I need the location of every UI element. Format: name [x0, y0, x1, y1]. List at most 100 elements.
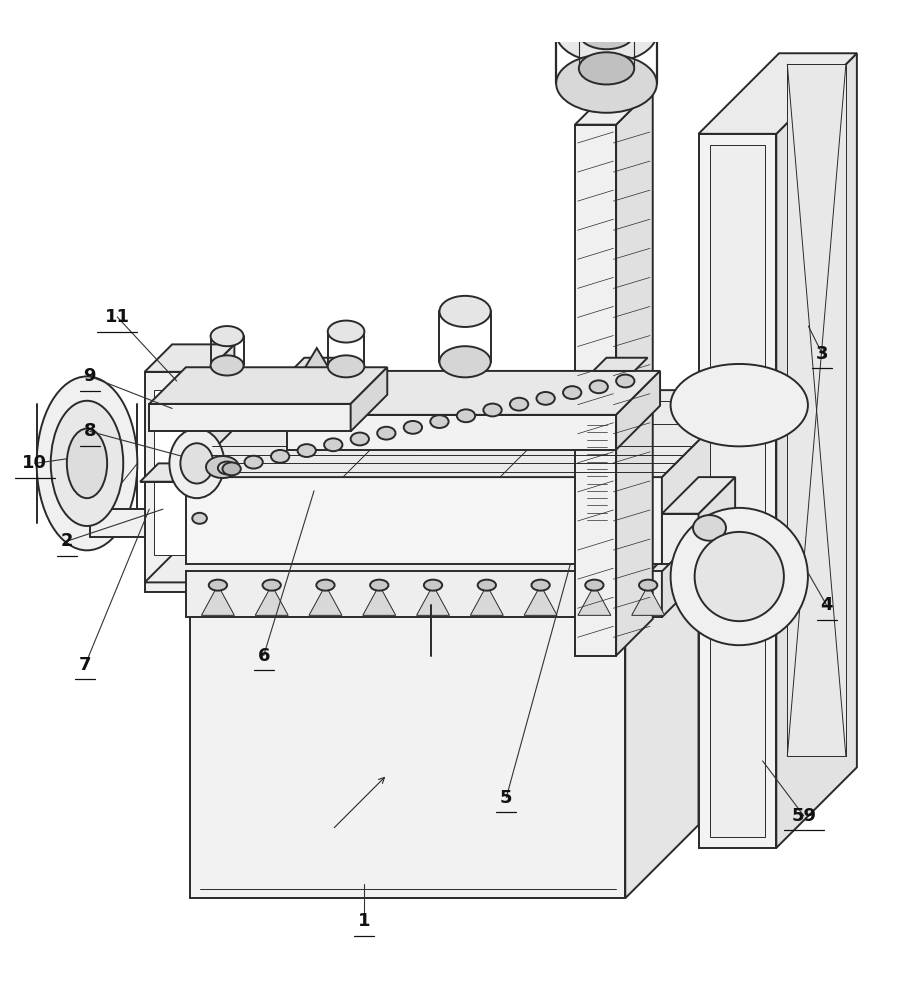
Polygon shape	[186, 390, 749, 477]
Polygon shape	[593, 358, 647, 371]
Polygon shape	[309, 585, 342, 615]
Ellipse shape	[211, 326, 243, 346]
Text: 10: 10	[22, 454, 47, 472]
Ellipse shape	[578, 52, 635, 84]
Ellipse shape	[328, 321, 365, 343]
Polygon shape	[431, 378, 448, 450]
Polygon shape	[305, 395, 321, 450]
Text: 1: 1	[358, 912, 370, 930]
Ellipse shape	[324, 438, 343, 451]
Polygon shape	[145, 344, 234, 372]
Polygon shape	[89, 509, 145, 537]
Polygon shape	[145, 372, 207, 592]
Polygon shape	[577, 585, 611, 615]
Polygon shape	[662, 390, 749, 564]
Polygon shape	[291, 358, 345, 371]
Ellipse shape	[457, 409, 475, 422]
Polygon shape	[202, 585, 234, 615]
Ellipse shape	[430, 415, 449, 428]
Ellipse shape	[439, 296, 491, 327]
Ellipse shape	[616, 375, 635, 387]
Polygon shape	[616, 371, 660, 450]
Ellipse shape	[169, 429, 225, 498]
Text: 59: 59	[791, 807, 816, 825]
Ellipse shape	[51, 401, 123, 526]
Polygon shape	[662, 519, 714, 617]
Ellipse shape	[297, 444, 316, 457]
Polygon shape	[524, 585, 557, 615]
Polygon shape	[709, 145, 765, 837]
Ellipse shape	[694, 532, 784, 621]
Ellipse shape	[271, 450, 289, 463]
Ellipse shape	[67, 429, 107, 498]
Polygon shape	[186, 571, 662, 617]
Ellipse shape	[484, 404, 502, 416]
Text: 3: 3	[816, 345, 828, 363]
Polygon shape	[303, 348, 331, 371]
Ellipse shape	[670, 508, 808, 645]
Ellipse shape	[209, 580, 227, 591]
Ellipse shape	[531, 580, 550, 591]
Polygon shape	[140, 463, 230, 482]
Polygon shape	[632, 585, 665, 615]
Polygon shape	[662, 514, 698, 564]
Polygon shape	[286, 371, 660, 415]
Text: 5: 5	[500, 789, 512, 807]
Ellipse shape	[262, 580, 281, 591]
Ellipse shape	[192, 513, 207, 524]
Polygon shape	[286, 415, 616, 450]
Polygon shape	[776, 53, 857, 848]
Ellipse shape	[223, 462, 240, 475]
Ellipse shape	[670, 364, 808, 446]
Ellipse shape	[556, 4, 657, 62]
Ellipse shape	[439, 346, 491, 377]
Ellipse shape	[370, 580, 389, 591]
Ellipse shape	[589, 380, 608, 393]
Ellipse shape	[556, 54, 657, 113]
Text: 4: 4	[821, 596, 833, 614]
Ellipse shape	[639, 580, 658, 591]
Ellipse shape	[244, 456, 262, 469]
Polygon shape	[154, 390, 198, 555]
Ellipse shape	[424, 580, 442, 591]
Ellipse shape	[478, 580, 496, 591]
Ellipse shape	[37, 376, 137, 550]
Polygon shape	[149, 404, 351, 431]
Polygon shape	[414, 395, 431, 450]
Polygon shape	[471, 585, 503, 615]
Polygon shape	[186, 477, 662, 564]
Text: 7: 7	[79, 656, 91, 674]
Ellipse shape	[206, 456, 239, 478]
Polygon shape	[625, 523, 698, 898]
Polygon shape	[787, 64, 845, 756]
Polygon shape	[575, 125, 616, 656]
Ellipse shape	[585, 580, 603, 591]
Polygon shape	[207, 344, 234, 592]
Text: 6: 6	[258, 647, 270, 665]
Polygon shape	[255, 585, 288, 615]
Ellipse shape	[181, 443, 214, 484]
Text: 8: 8	[84, 422, 96, 440]
Polygon shape	[698, 134, 776, 848]
Ellipse shape	[351, 433, 369, 445]
Polygon shape	[363, 585, 396, 615]
Polygon shape	[616, 88, 653, 656]
Polygon shape	[416, 585, 449, 615]
Polygon shape	[698, 53, 857, 134]
Polygon shape	[351, 367, 387, 431]
Text: 2: 2	[61, 532, 73, 550]
Polygon shape	[321, 378, 338, 450]
Ellipse shape	[328, 355, 365, 377]
Ellipse shape	[316, 580, 334, 591]
Text: 9: 9	[84, 367, 96, 385]
Polygon shape	[191, 523, 698, 596]
Polygon shape	[149, 367, 387, 404]
Ellipse shape	[510, 398, 529, 411]
Polygon shape	[191, 596, 625, 898]
Ellipse shape	[218, 462, 236, 474]
Polygon shape	[575, 88, 653, 125]
Ellipse shape	[563, 386, 581, 399]
Polygon shape	[145, 546, 648, 582]
Ellipse shape	[536, 392, 554, 405]
Text: 11: 11	[105, 308, 130, 326]
